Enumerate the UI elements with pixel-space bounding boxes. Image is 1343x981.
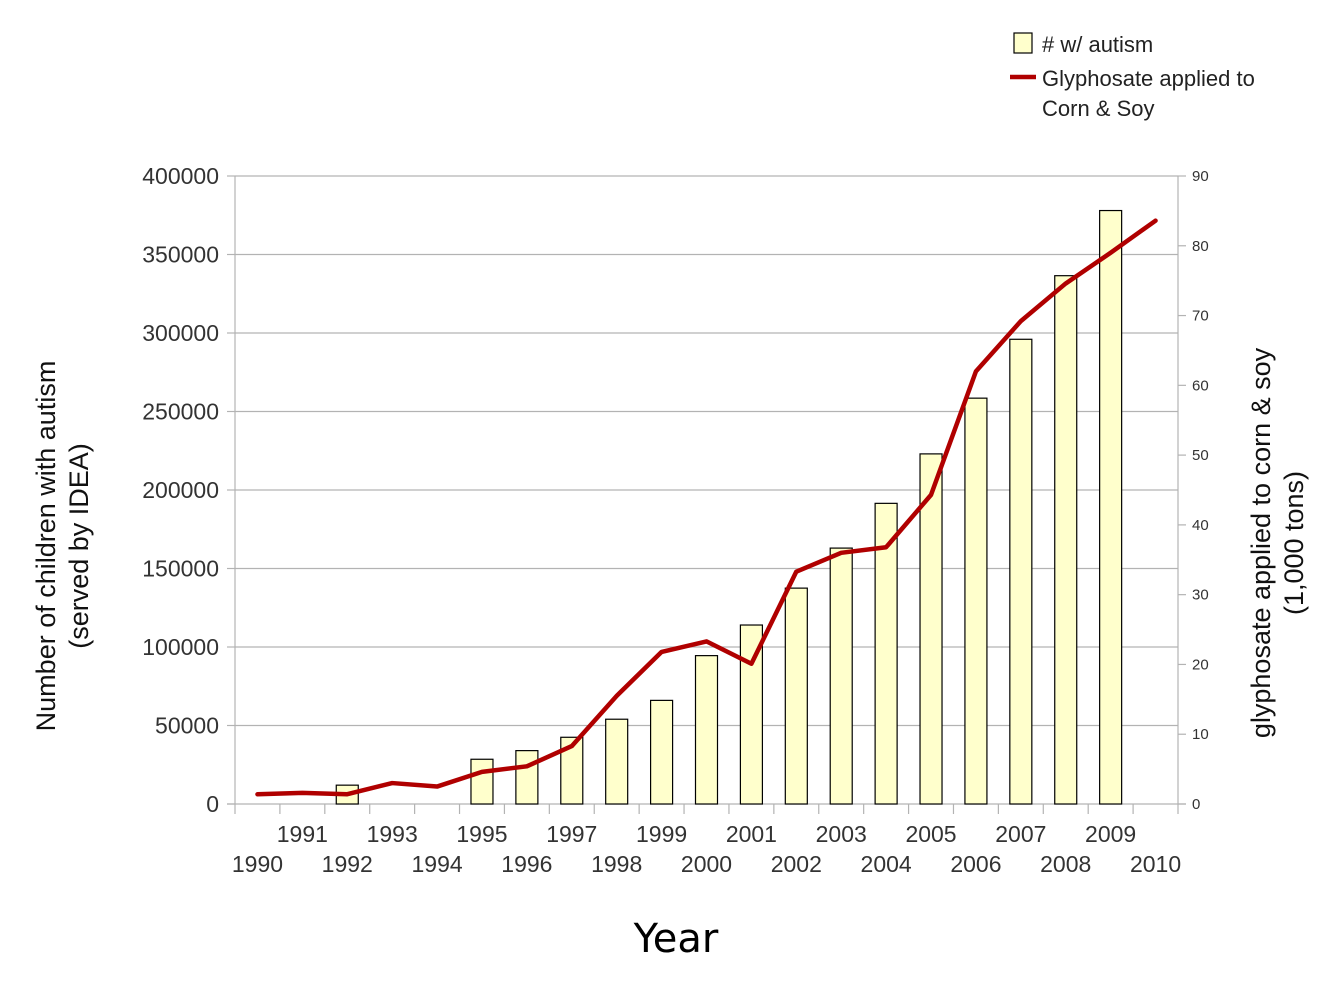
legend-label-line-part2: Corn & Soy bbox=[1042, 96, 1155, 121]
bar bbox=[605, 718, 629, 805]
y2-axis-title-line2: (1,000 tons) bbox=[1279, 471, 1309, 615]
x-tick-label: 1999 bbox=[636, 821, 687, 847]
line-point bbox=[615, 694, 619, 698]
x-tick-label: 2009 bbox=[1085, 821, 1136, 847]
y-tick-label: 350000 bbox=[142, 242, 219, 268]
line-point bbox=[974, 369, 978, 373]
y2-tick-label: 50 bbox=[1192, 447, 1209, 464]
y2-tick-label: 20 bbox=[1192, 656, 1209, 673]
legend-swatch-bar bbox=[1013, 32, 1033, 54]
line-point bbox=[660, 650, 664, 654]
line-points bbox=[255, 219, 1158, 796]
y-tick-label: 0 bbox=[206, 791, 219, 817]
x-axis-title: Year bbox=[633, 916, 719, 962]
line-point bbox=[525, 764, 529, 768]
line-point bbox=[1019, 319, 1023, 323]
x-tick-label: 2007 bbox=[995, 821, 1046, 847]
x-tick-label: 2004 bbox=[861, 851, 912, 877]
line-point bbox=[390, 781, 394, 785]
y-tick-label: 400000 bbox=[142, 163, 219, 189]
y2-axis-title: glyphosate applied to corn & soy (1,000 t… bbox=[1246, 347, 1309, 738]
bar bbox=[470, 758, 494, 805]
y2-axis-title-line1: glyphosate applied to corn & soy bbox=[1246, 347, 1276, 738]
x-tick-label: 1996 bbox=[501, 851, 552, 877]
bar bbox=[874, 502, 898, 805]
x-tick-label: 2005 bbox=[905, 821, 956, 847]
x-tick-label: 2010 bbox=[1130, 851, 1181, 877]
x-tick-label: 2003 bbox=[816, 821, 867, 847]
bar bbox=[694, 655, 719, 805]
line-point bbox=[480, 770, 484, 774]
legend-label-bar: # w/ autism bbox=[1042, 32, 1153, 57]
legend: # w/ autism Glyphosate applied to Corn & S… bbox=[1010, 32, 1255, 121]
x-tick-label: 1998 bbox=[591, 851, 642, 877]
line-point bbox=[300, 791, 304, 795]
bar bbox=[515, 750, 539, 805]
x-tick-label: 1997 bbox=[546, 821, 597, 847]
y-axis-title-line2: (served by IDEA) bbox=[64, 443, 94, 649]
line-point bbox=[794, 570, 798, 574]
x-tick-label: 2006 bbox=[950, 851, 1001, 877]
y2-tick-label: 60 bbox=[1192, 377, 1209, 394]
line-point bbox=[1064, 281, 1068, 285]
line-point bbox=[839, 551, 843, 555]
x-tick-label: 2001 bbox=[726, 821, 777, 847]
bar bbox=[649, 699, 674, 805]
y2-tick-label: 0 bbox=[1192, 796, 1200, 813]
x-tick-label: 1990 bbox=[232, 851, 283, 877]
line-point bbox=[705, 639, 708, 643]
x-tick-label: 1993 bbox=[367, 821, 418, 847]
y-tick-label: 50000 bbox=[155, 713, 219, 739]
bar bbox=[1009, 338, 1033, 805]
line-point bbox=[345, 792, 349, 796]
bar bbox=[964, 397, 988, 805]
y2-tick-label: 10 bbox=[1192, 726, 1209, 743]
line-point bbox=[255, 792, 259, 796]
line-point bbox=[884, 545, 888, 549]
bar bbox=[919, 453, 943, 805]
y2-tick-label: 90 bbox=[1192, 168, 1209, 185]
bar bbox=[829, 547, 853, 805]
y-tick-label: 300000 bbox=[142, 320, 219, 346]
y-tick-label: 100000 bbox=[142, 634, 219, 660]
line-point bbox=[929, 493, 933, 497]
bar bbox=[560, 736, 584, 805]
bar bbox=[784, 587, 808, 805]
x-tick-label: 2002 bbox=[771, 851, 822, 877]
line-point bbox=[1154, 219, 1158, 223]
x-tick-label: 2008 bbox=[1040, 851, 1091, 877]
x-tick-label: 1995 bbox=[456, 821, 507, 847]
line-point bbox=[749, 662, 753, 666]
line-point bbox=[570, 744, 574, 748]
y2-tick-label: 30 bbox=[1192, 587, 1209, 604]
y-axis-title-line1: Number of children with autism bbox=[31, 361, 61, 732]
y-axis-title: Number of children with autism (served by… bbox=[31, 361, 94, 732]
bar bbox=[739, 624, 764, 805]
line-point bbox=[435, 785, 439, 789]
y2-tick-label: 70 bbox=[1192, 308, 1209, 325]
y2-tick-label: 80 bbox=[1192, 238, 1209, 255]
y-tick-label: 200000 bbox=[142, 477, 219, 503]
x-tick-label: 2000 bbox=[681, 851, 732, 877]
x-tick-label: 1991 bbox=[277, 821, 328, 847]
x-tick-label: 1992 bbox=[322, 851, 373, 877]
gridlines bbox=[235, 175, 1178, 727]
y2-tick-label: 40 bbox=[1192, 517, 1209, 534]
y-tick-label: 250000 bbox=[142, 399, 219, 425]
bar-series bbox=[335, 209, 1123, 805]
bar bbox=[1054, 275, 1078, 805]
y-tick-label: 150000 bbox=[142, 556, 219, 582]
legend-label-line-part1: Glyphosate applied to bbox=[1042, 66, 1255, 91]
bar bbox=[1099, 209, 1123, 805]
line-point bbox=[1109, 251, 1113, 255]
x-tick-label: 1994 bbox=[411, 851, 462, 877]
